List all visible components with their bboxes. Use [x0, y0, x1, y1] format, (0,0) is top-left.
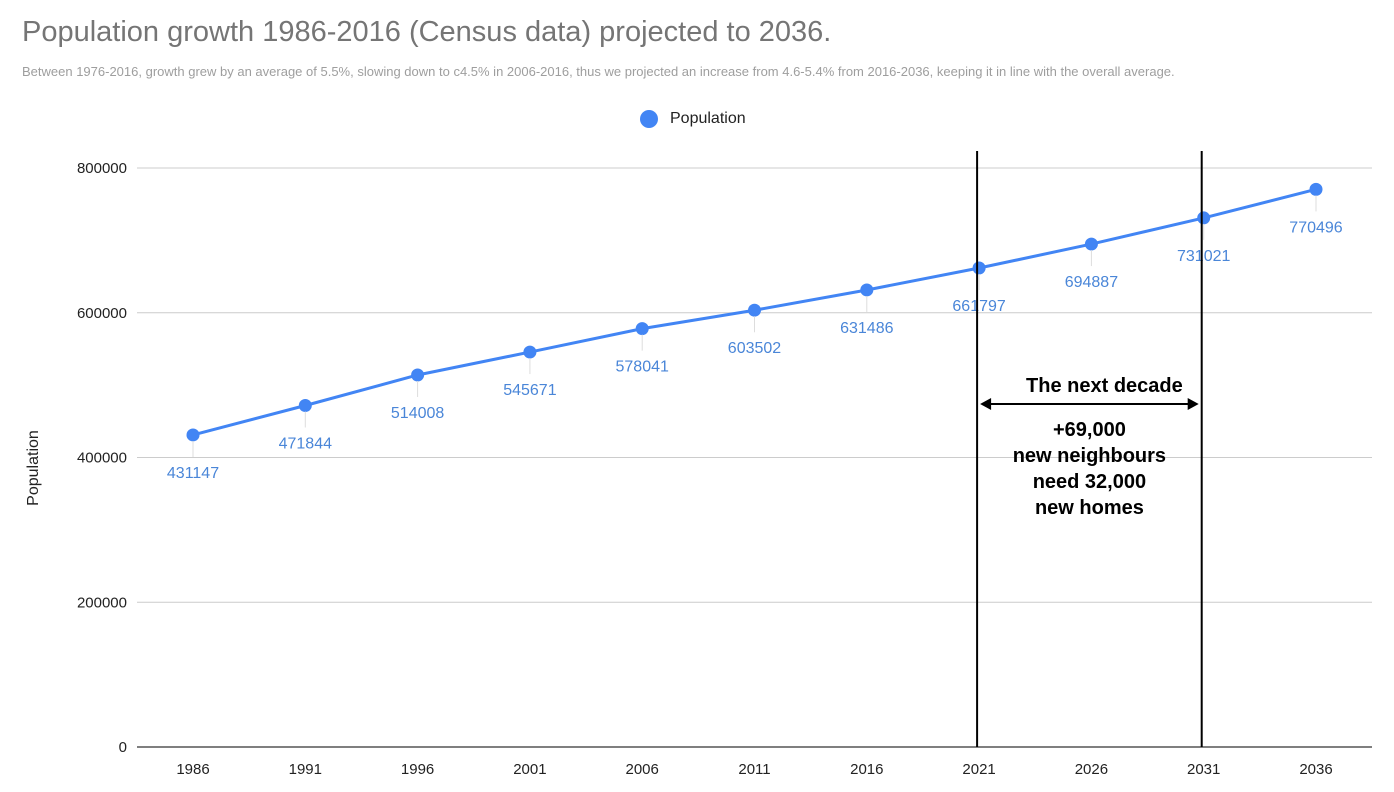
data-label: 545671: [503, 382, 556, 399]
data-point: [972, 261, 986, 275]
data-point: [523, 345, 537, 359]
arrow-right-icon: [1187, 398, 1199, 410]
data-label: 770496: [1289, 219, 1342, 236]
chart-subtitle: Between 1976-2016, growth grew by an ave…: [22, 64, 1175, 79]
legend-marker-icon: [640, 110, 658, 128]
x-tick-label: 2031: [1187, 761, 1220, 778]
x-tick-label: 2011: [738, 761, 770, 778]
y-axis-title: Population: [25, 430, 42, 506]
data-point: [1197, 211, 1211, 225]
y-tick-label: 200000: [77, 594, 127, 611]
data-point: [1309, 182, 1323, 196]
x-tick-label: 2036: [1299, 761, 1332, 778]
data-point: [298, 399, 312, 413]
series-population: [186, 182, 1323, 442]
data-label: 661797: [952, 298, 1005, 315]
data-label: 514008: [391, 405, 444, 422]
data-label: 578041: [616, 359, 669, 376]
legend: Population: [640, 108, 746, 130]
x-tick-label: 2001: [513, 761, 546, 778]
data-point: [860, 283, 874, 297]
data-label: 731021: [1177, 248, 1230, 265]
data-label: 471844: [279, 436, 332, 453]
data-label: 603502: [728, 340, 781, 357]
x-tick-label: 1986: [176, 761, 209, 778]
x-tick-label: 2021: [962, 761, 995, 778]
y-tick-label: 600000: [77, 305, 127, 322]
x-tick-label: 1991: [289, 761, 322, 778]
y-axis-tick-labels: 0 200000 400000 600000 800000: [77, 160, 127, 756]
x-tick-label: 2026: [1075, 761, 1108, 778]
data-label: 631486: [840, 320, 893, 337]
data-point: [635, 322, 649, 336]
gridlines: [137, 167, 1372, 748]
y-tick-label: 800000: [77, 160, 127, 177]
data-labels: 431147 471844 514008 545671 578041 603502 6314…: [167, 195, 1343, 482]
x-tick-label: 1996: [401, 761, 434, 778]
data-point: [748, 303, 761, 317]
chart-title: Population growth 1986-2016 (Census data…: [22, 16, 832, 48]
data-point: [186, 428, 200, 442]
data-label: 694887: [1065, 274, 1118, 291]
data-point: [411, 368, 425, 382]
annotation-line: new neighbours: [1013, 445, 1166, 467]
x-tick-label: 2006: [626, 761, 659, 778]
annotation-line: new homes: [1035, 497, 1144, 519]
annotation-heading: The next decade: [1026, 375, 1183, 397]
annotation-next-decade: The next decade +69,000 new neighbours need…: [976, 151, 1203, 747]
annotation-line: need 32,000: [1033, 471, 1146, 493]
y-tick-label: 0: [119, 739, 127, 756]
legend-label: Population: [670, 110, 746, 127]
x-tick-label: 2016: [850, 761, 883, 778]
data-point: [1084, 237, 1098, 251]
x-axis-tick-labels: 1986 1991 1996 2001 2006 2011 2016 2021 2026 2031…: [176, 761, 1332, 778]
annotation-line: +69,000: [1053, 419, 1126, 441]
arrow-left-icon: [980, 398, 992, 410]
y-tick-label: 400000: [77, 450, 127, 467]
data-label: 431147: [167, 465, 219, 482]
